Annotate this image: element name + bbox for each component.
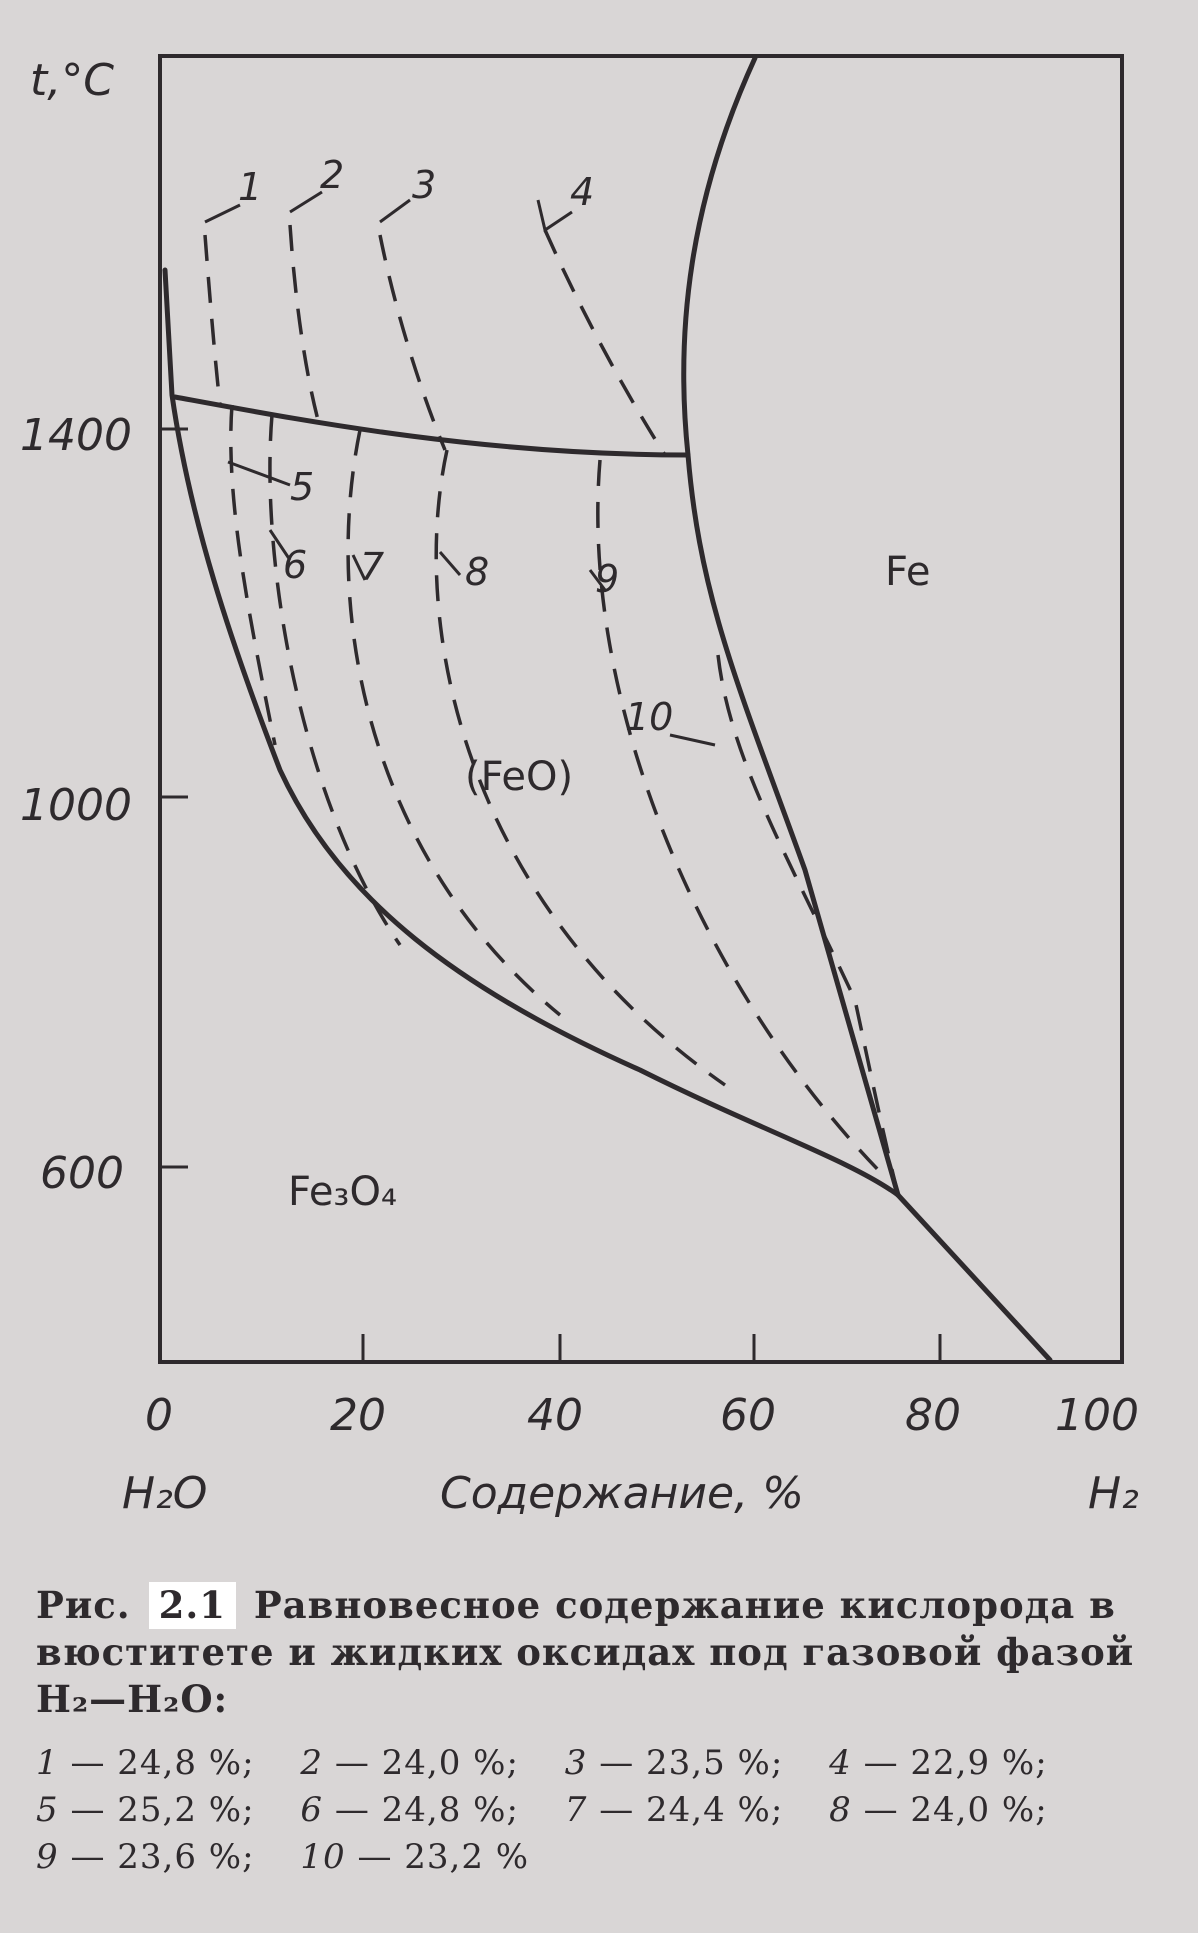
- legend-item-10: 10 — 23,2 %: [300, 1837, 530, 1877]
- x-tick-60: 60: [720, 1390, 776, 1441]
- x-ticks: [361, 1334, 942, 1362]
- phase-diagram: t,°C 1400 1000 600 0 20 40 60 80 100 H₂O…: [20, 54, 1139, 1519]
- legend-item-6: 6 — 24,8 %;: [300, 1790, 519, 1830]
- magnetite-fe-boundary: [895, 1192, 1053, 1363]
- y-tick-600: 600: [40, 1148, 124, 1199]
- caption-prefix: Рис.: [36, 1583, 131, 1627]
- x-tick-80: 80: [905, 1390, 961, 1441]
- iso-line-8: [434, 449, 727, 1087]
- iso-line-3: [378, 234, 447, 451]
- region-label-fe3o4: Fe₃O₄: [288, 1169, 397, 1215]
- curve-label-3: 3: [412, 163, 436, 207]
- x-tick-40: 40: [527, 1390, 583, 1441]
- curve-label-4: 4: [570, 170, 594, 214]
- legend-item-7: 7 — 24,4 %;: [564, 1790, 784, 1830]
- x-tick-20: 20: [330, 1390, 386, 1441]
- iso-line-7: [346, 429, 562, 1017]
- iso-line-1: [203, 234, 222, 406]
- legend-item-2: 2 — 24,0 %;: [300, 1743, 519, 1783]
- x-right-label: H₂: [1088, 1468, 1139, 1519]
- legend-item-9: 9 — 23,6 %;: [36, 1837, 255, 1877]
- legend-item-5: 5 — 25,2 %;: [36, 1790, 255, 1830]
- region-label-feo: (FeO): [465, 754, 573, 800]
- y-axis-label: t,°C: [30, 55, 114, 106]
- x-tick-0: 0: [145, 1390, 173, 1441]
- caption-text: Равновесное содержание кислорода в вюсти…: [36, 1583, 1135, 1721]
- curve-label-leaders: [204, 190, 716, 747]
- x-left-label: H₂O: [122, 1468, 207, 1519]
- iso-line-6: [268, 414, 402, 946]
- curve-label-1: 1: [238, 165, 262, 209]
- region-label-fe: Fe: [885, 549, 930, 595]
- figure-caption: Рис. 2.1 Равновесное содержание кислород…: [36, 1582, 1166, 1723]
- legend-item-4: 4 — 22,9 %;: [829, 1743, 1048, 1783]
- legend: 1 — 24,8 %; 2 — 24,0 %; 3 — 23,5 %; 4 — …: [36, 1740, 1166, 1881]
- wustite-fe-boundary: [685, 452, 901, 1198]
- curve-label-8: 8: [465, 550, 489, 594]
- curve-label-10: 10: [625, 695, 673, 739]
- phase-boundaries: [162, 55, 1053, 1363]
- curve-label-7: 7: [360, 545, 384, 589]
- fe-boundary-upper: [681, 55, 758, 458]
- liquid-wustite-boundary: [172, 394, 691, 458]
- x-axis-label: Содержание, %: [440, 1468, 804, 1519]
- caption-number: 2.1: [148, 1582, 236, 1629]
- legend-item-3: 3 — 23,5 %;: [564, 1743, 784, 1783]
- curve-label-5: 5: [290, 465, 314, 509]
- iso-line-4: [543, 229, 667, 456]
- iso-line-10: [716, 654, 900, 1196]
- magnetite-wustite-boundary: [162, 267, 901, 1198]
- iso-line-2: [288, 224, 320, 421]
- plot-frame: [158, 54, 1124, 1364]
- curve-label-6: 6: [283, 543, 307, 587]
- legend-item-8: 8 — 24,0 %;: [829, 1790, 1048, 1830]
- legend-item-1: 1 — 24,8 %;: [36, 1743, 255, 1783]
- y-tick-1000: 1000: [20, 780, 132, 831]
- iso-line-9: [596, 459, 890, 1182]
- y-tick-1400: 1400: [20, 410, 132, 461]
- curve-label-9: 9: [595, 557, 619, 601]
- curve-label-2: 2: [320, 153, 344, 197]
- x-tick-100: 100: [1055, 1390, 1139, 1441]
- iso-lines: [203, 224, 900, 1196]
- y-ticks: [160, 427, 188, 1169]
